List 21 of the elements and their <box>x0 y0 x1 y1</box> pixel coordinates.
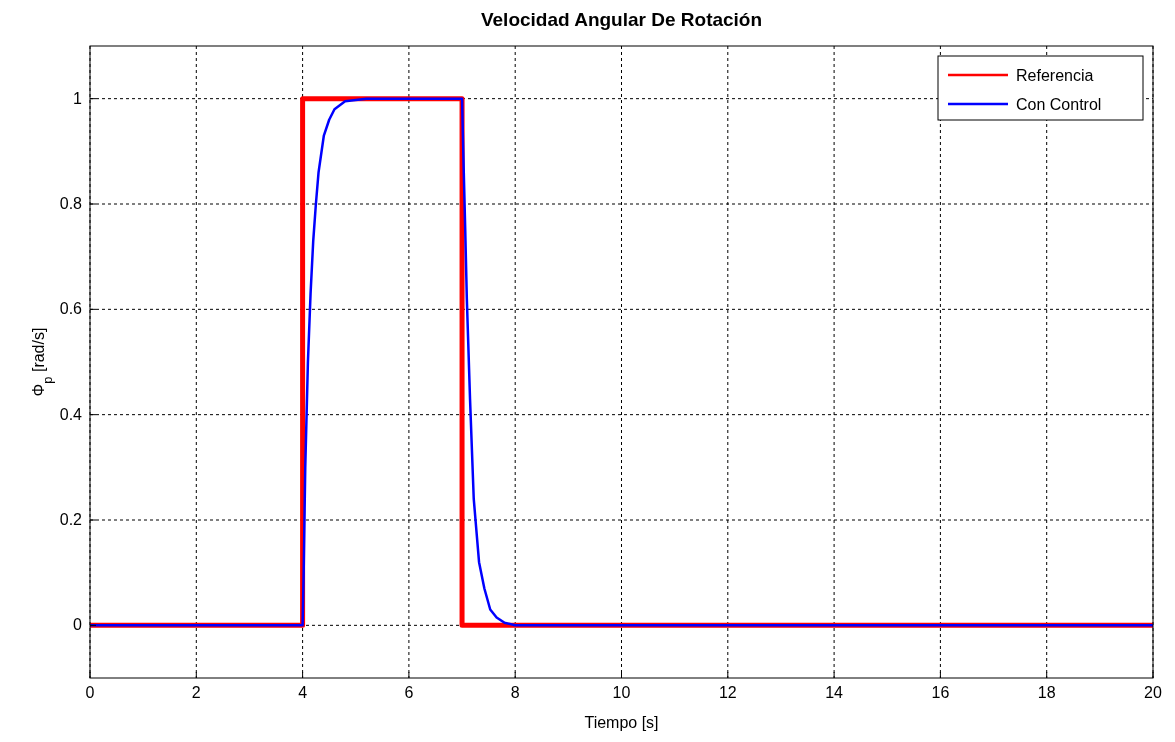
x-tick-label: 16 <box>931 684 950 701</box>
x-tick-label: 6 <box>404 684 414 701</box>
x-tick-label: 10 <box>612 684 631 701</box>
y-tick-label: 1 <box>73 89 83 107</box>
x-tick-label: 4 <box>298 684 308 701</box>
y-tick-label: 0.4 <box>59 405 83 423</box>
legend-label: Con Control <box>1016 96 1102 113</box>
y-tick-label: 0.2 <box>59 511 83 528</box>
y-tick-label: 0.6 <box>59 300 83 318</box>
legend-label: Referencia <box>1016 67 1094 84</box>
x-tick-label: 12 <box>718 684 737 701</box>
x-tick-label: 2 <box>191 684 201 701</box>
x-tick-label: 14 <box>825 684 844 701</box>
chart-title: Velocidad Angular De Rotación <box>480 9 763 30</box>
x-tick-label: 8 <box>510 684 520 701</box>
x-tick-label: 0 <box>85 684 95 701</box>
x-tick-label: 20 <box>1144 684 1162 701</box>
x-tick-label: 18 <box>1037 684 1056 701</box>
x-axis-title: Tiempo [s] <box>584 714 659 731</box>
y-tick-label: 0.8 <box>59 195 83 212</box>
y-tick-label: 0 <box>73 616 83 634</box>
